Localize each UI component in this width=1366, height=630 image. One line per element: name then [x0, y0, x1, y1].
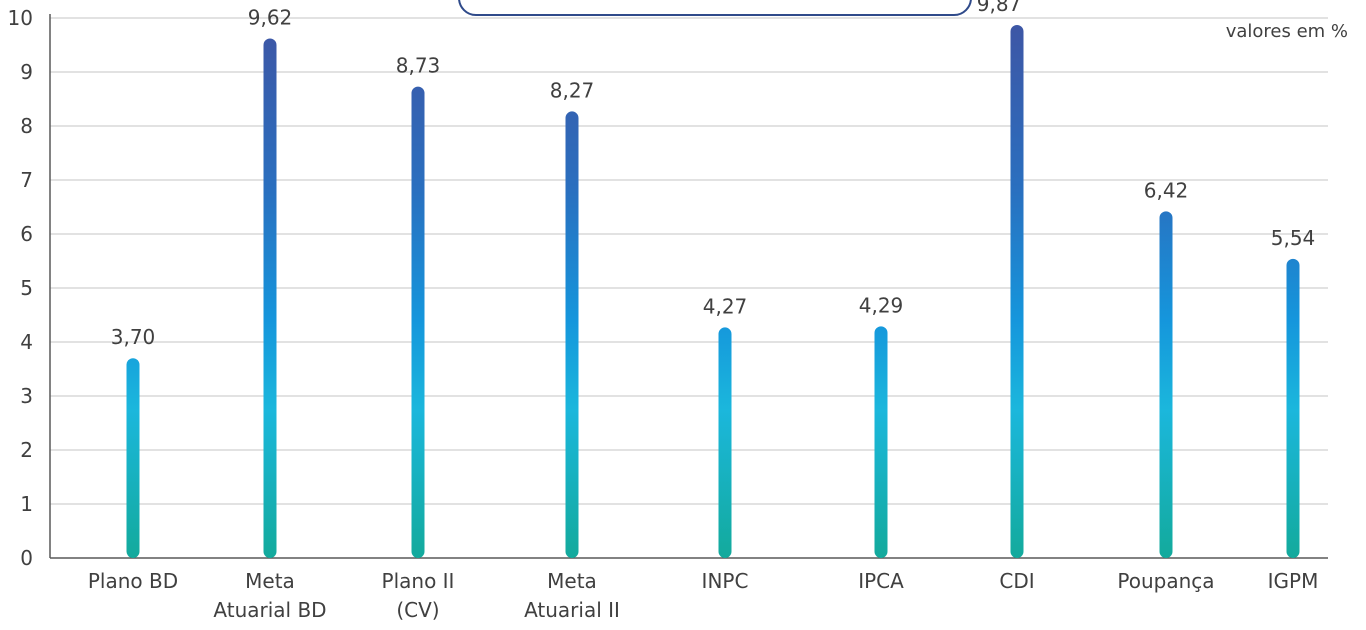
y-tick-label: 8 — [20, 114, 33, 138]
value-labels: 3,70 9,62 8,73 8,27 4,27 4,29 9,87 6,42 5,54 — [111, 0, 1316, 349]
bar — [718, 327, 732, 558]
value-label: 6,42 — [1144, 178, 1189, 202]
x-tick-label-line: Plano BD — [88, 569, 178, 593]
bar — [874, 326, 888, 558]
value-label: 4,27 — [703, 294, 748, 318]
value-label: 8,73 — [396, 54, 441, 78]
x-tick-label: Meta Atuarial II — [524, 569, 620, 622]
bars — [126, 25, 1300, 559]
y-tick-label: 10 — [8, 6, 33, 30]
x-tick-label-line: CDI — [999, 569, 1034, 593]
x-tick-label: CDI — [999, 569, 1034, 593]
y-tick-label: 6 — [20, 222, 33, 246]
axes — [49, 14, 1328, 559]
x-tick-label: Meta Atuarial BD — [213, 569, 326, 622]
gridlines — [50, 17, 1328, 505]
value-label: 9,87 — [977, 0, 1022, 16]
x-tick-label-line: (CV) — [396, 598, 439, 622]
value-label: 9,62 — [248, 6, 293, 30]
y-tick-labels: 0 1 2 3 4 5 6 7 8 9 10 — [8, 6, 33, 570]
bar — [1159, 211, 1173, 558]
x-tick-label-line: Plano II — [382, 569, 455, 593]
bar — [565, 111, 579, 559]
y-tick-label: 9 — [20, 60, 33, 84]
value-label: 3,70 — [111, 325, 156, 349]
x-tick-label-line: INPC — [702, 569, 749, 593]
bar — [263, 38, 277, 558]
bar — [126, 358, 140, 558]
x-tick-label: IGPM — [1268, 569, 1319, 593]
y-tick-label: 4 — [20, 330, 33, 354]
x-tick-label-line: IGPM — [1268, 569, 1319, 593]
x-tick-label-line: Atuarial BD — [213, 598, 326, 622]
x-tick-label-line: Meta — [547, 569, 597, 593]
x-tick-label: IPCA — [858, 569, 904, 593]
y-tick-label: 5 — [20, 276, 33, 300]
y-tick-label: 0 — [20, 546, 33, 570]
y-tick-label: 1 — [20, 492, 33, 516]
x-tick-label: Poupança — [1117, 569, 1214, 593]
x-tick-label-line: Atuarial II — [524, 598, 620, 622]
bar — [1010, 25, 1024, 558]
x-tick-label-line: Meta — [245, 569, 295, 593]
value-label: 8,27 — [550, 78, 595, 102]
x-tick-label: Plano II (CV) — [382, 569, 455, 622]
value-label: 4,29 — [859, 293, 904, 317]
x-tick-label: Plano BD — [88, 569, 178, 593]
bar — [1286, 258, 1300, 558]
x-tick-labels: Plano BD Meta Atuarial BD Plano II (CV) Meta A… — [88, 569, 1318, 622]
units-note: valores em % — [1225, 21, 1348, 42]
y-tick-label: 3 — [20, 384, 33, 408]
bar — [411, 86, 425, 558]
x-tick-label: INPC — [702, 569, 749, 593]
value-label: 5,54 — [1271, 226, 1316, 250]
y-tick-label: 2 — [20, 438, 33, 462]
x-tick-label-line: IPCA — [858, 569, 904, 593]
y-tick-label: 7 — [20, 168, 33, 192]
x-tick-label-line: Poupança — [1117, 569, 1214, 593]
